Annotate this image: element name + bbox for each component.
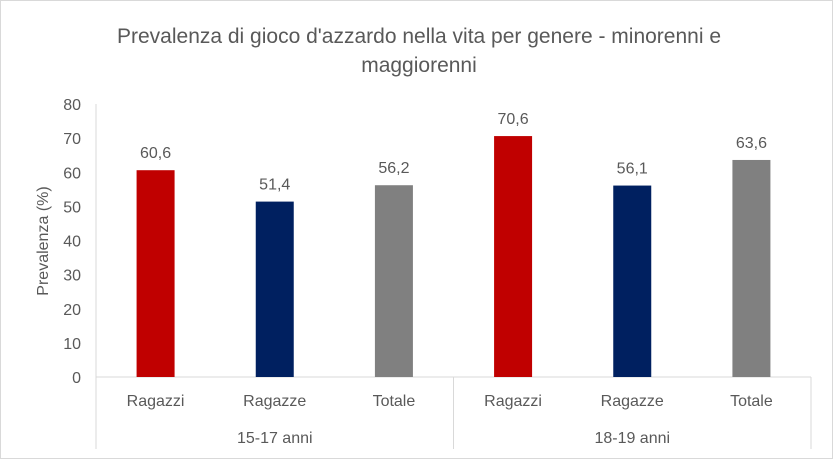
x-tick-label: Ragazze [243, 393, 306, 410]
data-label: 63,6 [736, 135, 767, 152]
bar [255, 201, 294, 377]
x-tick-label: Ragazzi [484, 393, 542, 410]
chart-title-line-1: Prevalenza di gioco d'azzardo nella vita… [117, 25, 721, 48]
y-axis-label: Prevalenza (%) [35, 186, 52, 295]
bar [136, 170, 175, 377]
bar [732, 159, 771, 377]
data-label: 70,6 [498, 111, 529, 128]
y-tick-label: 80 [63, 97, 81, 114]
x-tick-label: Ragazzi [127, 393, 185, 410]
x-tick-label: Ragazze [601, 393, 664, 410]
y-tick-label: 20 [63, 302, 81, 319]
data-label: 56,1 [617, 161, 648, 178]
y-tick-label: 70 [63, 131, 81, 148]
group-label: 15-17 anni [237, 430, 313, 447]
y-tick-label: 40 [63, 234, 81, 251]
chart-title-line-2: maggiorenni [361, 54, 477, 77]
y-tick-label: 10 [63, 336, 81, 353]
y-tick-label: 0 [72, 370, 81, 387]
data-label: 60,6 [140, 145, 171, 162]
bar [374, 185, 413, 377]
group-label: 18-19 anni [594, 430, 670, 447]
x-tick-label: Totale [730, 393, 773, 410]
bar [613, 185, 652, 377]
y-tick-label: 50 [63, 199, 81, 216]
x-tick-label: Totale [373, 393, 416, 410]
y-tick-label: 30 [63, 268, 81, 285]
bar [494, 136, 533, 377]
data-label: 51,4 [259, 177, 290, 194]
data-label: 56,2 [378, 160, 409, 177]
y-tick-label: 60 [63, 165, 81, 182]
